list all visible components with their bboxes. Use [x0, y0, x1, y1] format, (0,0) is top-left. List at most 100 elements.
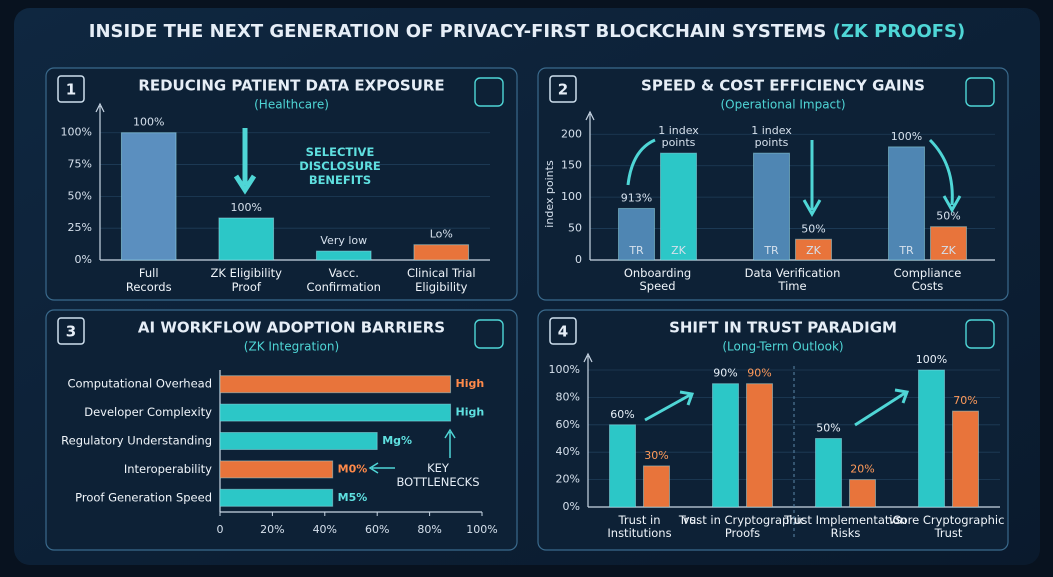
panel-number-box	[549, 317, 577, 345]
y-tick-label: 60%	[556, 418, 580, 431]
bar-annotation: Lo%	[430, 228, 453, 241]
series-name: TR	[898, 244, 914, 257]
value-label: M0%	[338, 462, 368, 475]
x-tick-label: Trust in Institutions	[607, 513, 671, 540]
bar	[609, 424, 636, 508]
series-name: ZK	[941, 244, 957, 257]
text-line: DISCLOSURE	[299, 159, 381, 173]
text-line: Trust Implementation	[783, 513, 907, 527]
bar	[746, 383, 773, 508]
y-tick-label: 0	[575, 253, 582, 266]
x-tick-label: 60%	[365, 523, 389, 536]
bar-annotation: 913%	[621, 191, 652, 204]
text-line: Clinical Trial	[407, 266, 476, 280]
text-line: Costs	[912, 279, 944, 293]
y-tick-label: 0%	[75, 253, 92, 266]
panel-number-box	[57, 75, 85, 103]
text-line: Proofs	[725, 526, 760, 540]
bar	[795, 238, 832, 261]
y-tick-label: Proof Generation Speed	[75, 490, 212, 504]
x-tick-label: 100%	[466, 523, 497, 536]
bar	[618, 207, 655, 261]
y-tick-label: 150	[561, 159, 582, 172]
bar	[643, 465, 670, 508]
panel-icon	[474, 319, 504, 349]
bar	[218, 217, 275, 261]
x-tick-label: Onboarding Speed	[624, 266, 691, 293]
panel-subtitle: (Healthcare)	[254, 98, 329, 112]
arrow	[802, 140, 822, 218]
panel-icon	[965, 77, 995, 107]
value-label: High	[456, 406, 485, 419]
x-tick-label: 40%	[313, 523, 337, 536]
y-axis-arrow	[585, 110, 595, 121]
panel-subtitle: (Long-Term Outlook)	[722, 340, 843, 354]
value-label: 100%	[916, 353, 947, 366]
annotation: SELECTIVE DISCLOSURE BENEFITS	[299, 145, 381, 187]
value-label: M5%	[338, 491, 368, 504]
arrow	[368, 428, 456, 474]
bar	[120, 132, 177, 261]
panel-number: 4	[558, 323, 568, 341]
value-label: 70%	[953, 394, 977, 407]
y-tick-label: 75%	[68, 158, 92, 171]
x-tick-label: Compliance Costs	[894, 266, 962, 293]
text-line: points	[662, 136, 696, 149]
value-label: 90%	[713, 367, 737, 380]
text-line: BOTTLENECKS	[397, 475, 480, 489]
value-label: 30%	[644, 449, 668, 462]
y-tick-label: 50%	[68, 189, 92, 202]
y-tick-label: 50	[568, 222, 582, 235]
title-main: INSIDE THE NEXT GENERATION OF PRIVACY-FI…	[89, 21, 827, 42]
x-tick-label: Trust Implementation Risks	[783, 513, 907, 540]
text-line: Compliance	[894, 266, 962, 280]
bar	[219, 432, 378, 450]
text-line: Speed	[639, 279, 675, 293]
y-tick-label: Regulatory Understanding	[61, 434, 212, 448]
y-tick-label: 100	[561, 190, 582, 203]
series-name: ZK	[806, 244, 822, 257]
y-axis-arrow	[583, 352, 593, 363]
panel-title: REDUCING PATIENT DATA EXPOSURE	[138, 77, 444, 95]
bar	[815, 438, 842, 508]
value-label: Mg%	[382, 434, 412, 447]
text-line: points	[755, 136, 789, 149]
bar-annotation: 50%	[936, 210, 960, 223]
y-tick-label: Computational Overhead	[67, 377, 212, 391]
text-line: Trust	[934, 526, 963, 540]
bar-annotation: 100%	[891, 130, 922, 143]
text-line: Institutions	[607, 526, 671, 540]
charts: 1 REDUCING PATIENT DATA EXPOSURE (Healthca…	[45, 67, 1009, 551]
y-tick-label: Developer Complexity	[84, 405, 212, 419]
text-line: Trust in Cryptographic	[678, 513, 806, 527]
bar-annotation: 1 index points	[658, 124, 699, 149]
y-tick-label: 100%	[61, 126, 92, 139]
panel-title: AI WORKFLOW ADOPTION BARRIERS	[138, 319, 445, 337]
bar-annotation: Very low	[320, 234, 367, 247]
value-label: High	[456, 377, 485, 390]
x-tick-label: Core Cryptographic Trust	[893, 513, 1005, 540]
value-label: 20%	[850, 463, 874, 476]
bar	[753, 152, 790, 261]
bar	[712, 383, 739, 508]
panel-subtitle: (ZK Integration)	[244, 340, 339, 354]
arrow	[626, 138, 656, 186]
bar	[219, 488, 334, 507]
panel-number-box	[549, 75, 577, 103]
bar-annotation: 100%	[133, 116, 164, 129]
arrow	[233, 128, 257, 195]
bar	[952, 410, 979, 508]
panel-icon	[965, 319, 995, 349]
x-tick-label: 0	[217, 523, 224, 536]
y-axis-label: index points	[543, 160, 556, 228]
text-line: Data Verification	[745, 266, 841, 280]
panel-number: 1	[66, 81, 76, 99]
bar	[660, 152, 697, 261]
value-label: 90%	[747, 367, 771, 380]
text-line: ZK Eligibility	[211, 266, 283, 280]
text-line: Core Cryptographic	[893, 513, 1005, 527]
text-line: Time	[777, 279, 806, 293]
bar	[219, 403, 452, 422]
text-line: KEY	[427, 461, 450, 475]
